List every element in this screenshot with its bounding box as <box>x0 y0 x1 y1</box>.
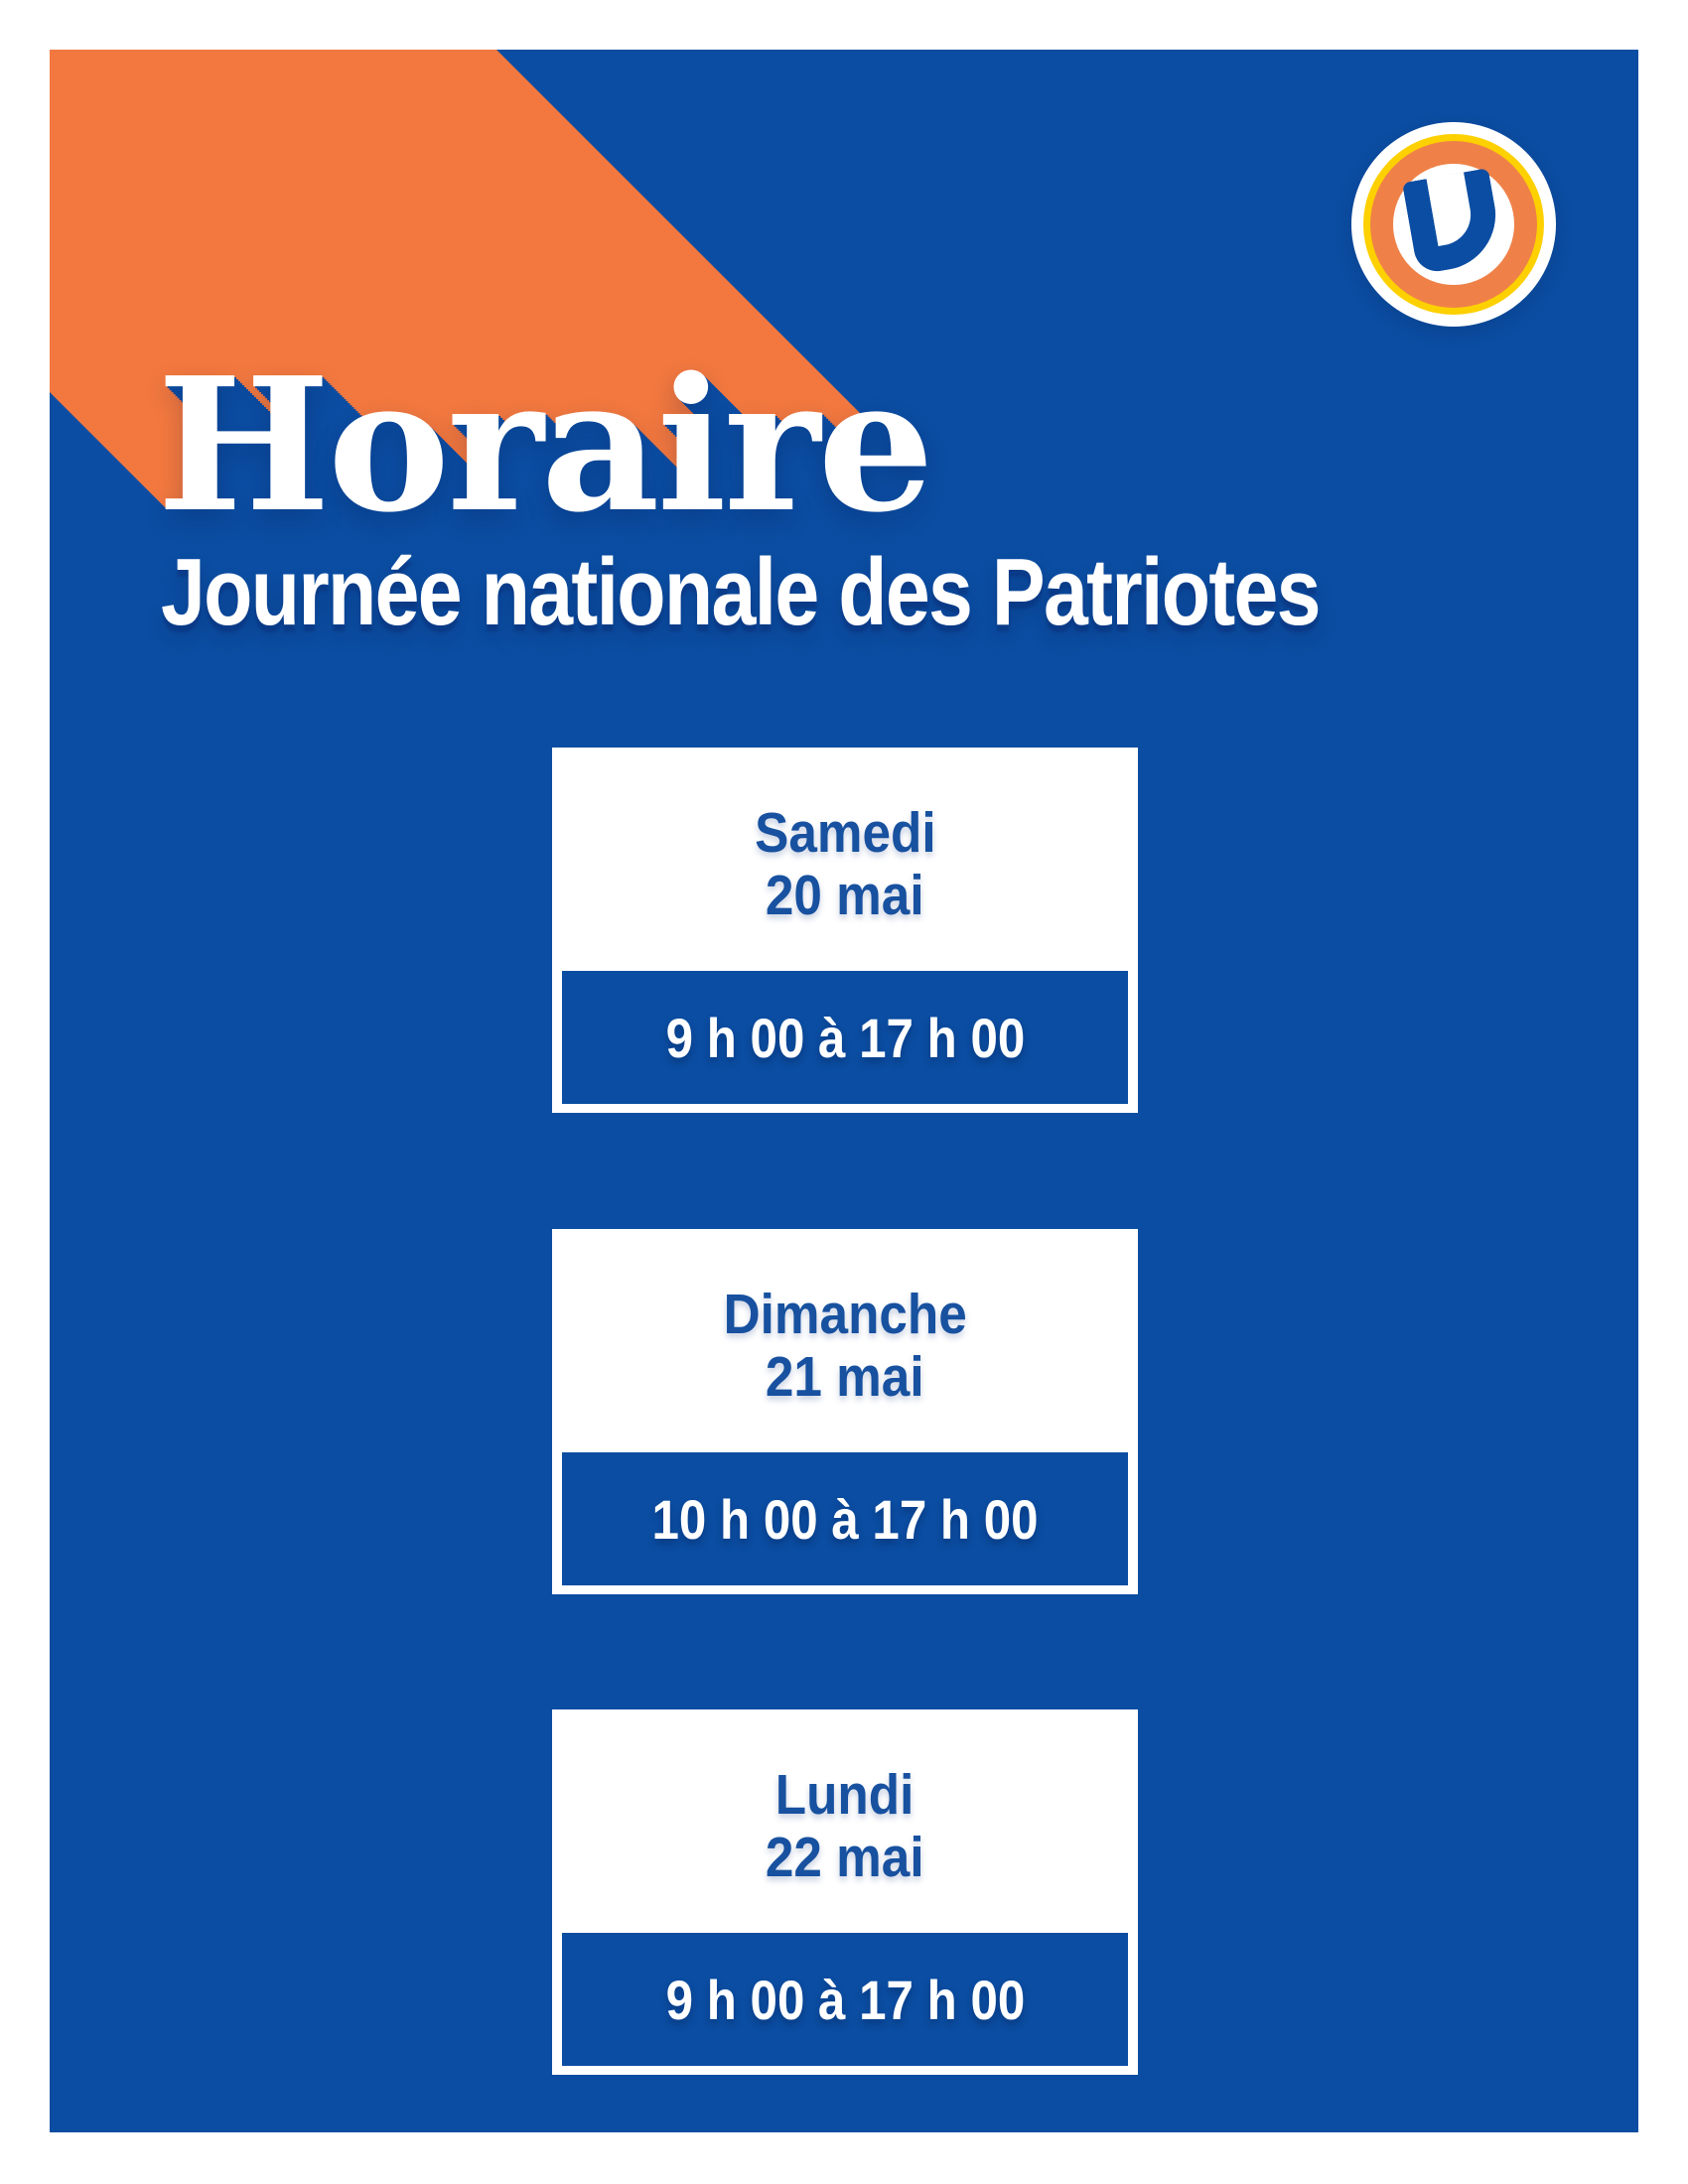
hours-label: 10 h 00 à 17 h 00 <box>651 1487 1039 1551</box>
blue-panel: Horaire Journée nationale des Patriotes … <box>50 50 1638 2132</box>
u-letter-icon <box>1401 168 1504 275</box>
u-brand-logo <box>1351 122 1556 327</box>
hours-bar: 9 h 00 à 17 h 00 <box>562 1933 1128 2066</box>
schedule-card-sunday: Dimanche 21 mai 10 h 00 à 17 h 00 <box>552 1229 1138 1594</box>
page-title: Horaire <box>157 337 934 553</box>
hours-bar: 9 h 00 à 17 h 00 <box>562 971 1128 1104</box>
hours-label: 9 h 00 à 17 h 00 <box>665 1968 1025 2031</box>
date-label: 22 mai <box>766 1825 924 1889</box>
day-label: Lundi <box>775 1762 914 1827</box>
hours-label: 9 h 00 à 17 h 00 <box>665 1006 1025 1069</box>
date-label: 20 mai <box>766 863 924 927</box>
logo-orange-ring <box>1370 141 1537 308</box>
card-header: Dimanche 21 mai <box>552 1229 1138 1452</box>
date-label: 21 mai <box>766 1344 924 1409</box>
card-header: Lundi 22 mai <box>552 1709 1138 1933</box>
card-header: Samedi 20 mai <box>552 748 1138 971</box>
hours-bar: 10 h 00 à 17 h 00 <box>562 1452 1128 1585</box>
logo-yellow-ring <box>1363 134 1544 315</box>
schedule-card-saturday: Samedi 20 mai 9 h 00 à 17 h 00 <box>552 748 1138 1113</box>
page-subtitle: Journée nationale des Patriotes <box>161 539 1322 645</box>
logo-inner-circle <box>1393 164 1514 285</box>
schedule-card-monday: Lundi 22 mai 9 h 00 à 17 h 00 <box>552 1709 1138 2075</box>
day-label: Samedi <box>754 800 936 865</box>
day-label: Dimanche <box>723 1282 967 1346</box>
